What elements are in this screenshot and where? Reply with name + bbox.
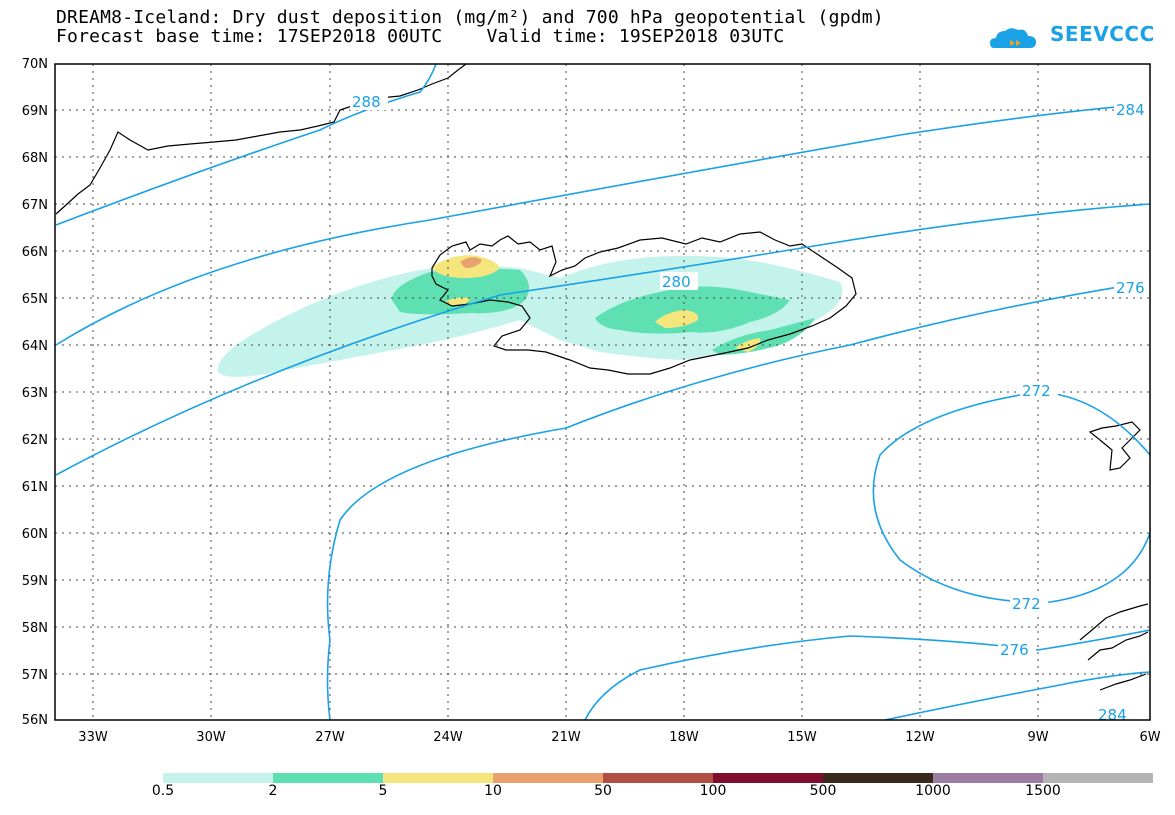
contour-label: 280 (662, 273, 691, 291)
logo-text: SEEVCCC (1050, 22, 1155, 46)
lat-label: 68N (22, 151, 48, 166)
lat-label: 58N (22, 621, 48, 636)
colorbar-label: 1500 (1025, 783, 1061, 799)
lat-label: 69N (22, 104, 48, 119)
lon-label: 6W (1139, 730, 1160, 745)
coastlines (55, 63, 1149, 691)
lat-label: 56N (22, 713, 48, 728)
map-subtitle: Forecast base time: 17SEP2018 00UTC Vali… (56, 26, 785, 47)
lon-label: 21W (551, 730, 581, 745)
map-title: DREAM8-Iceland: Dry dust deposition (mg/… (56, 7, 884, 28)
contour-label: 272 (1012, 595, 1041, 613)
contour-labels: 288 284 280 276 272 272 276 284 (350, 92, 1152, 724)
lat-label: 62N (22, 433, 48, 448)
dust-south-medium (712, 318, 815, 355)
lon-label: 24W (433, 730, 463, 745)
contour-276-west (326, 427, 567, 721)
dust-west-high (445, 297, 470, 306)
iceland-coastline (431, 231, 857, 375)
lat-label: 67N (22, 198, 48, 213)
scotland-coastline (1079, 603, 1149, 691)
contour-label: 276 (1000, 641, 1029, 659)
colorbar-segment (933, 773, 1043, 783)
lon-label: 27W (315, 730, 345, 745)
colorbar-label: 10 (484, 783, 502, 799)
colorbar-segment (713, 773, 823, 783)
lon-label: 33W (78, 730, 108, 745)
contour-288 (55, 63, 437, 226)
lat-label: 60N (22, 527, 48, 542)
contour-label: 284 (1098, 706, 1127, 724)
colorbar-label: 5 (378, 783, 388, 799)
geopotential-contours (55, 63, 1151, 721)
longitude-labels: 33W 30W 27W 24W 21W 18W 15W 12W 9W 6W (78, 730, 1160, 745)
colorbar-label: 50 (594, 783, 612, 799)
contour-272 (872, 391, 1151, 603)
colorbar (163, 773, 1153, 783)
dust-plume-medium (392, 268, 529, 315)
contour-label: 288 (352, 93, 381, 111)
seevccc-cloud-logo-icon (990, 28, 1036, 48)
dust-nw-peak (460, 257, 482, 268)
contour-284-north (55, 103, 1151, 346)
graticule (55, 64, 1150, 720)
lat-label: 65N (22, 292, 48, 307)
latitude-labels: 70N 69N 68N 67N 66N 65N 64N 63N 62N 61N … (22, 57, 48, 728)
colorbar-label: 2 (268, 783, 278, 799)
lon-label: 9W (1027, 730, 1048, 745)
contour-276-north (565, 281, 1151, 429)
colorbar-label: 100 (699, 783, 727, 799)
colorbar-segment (823, 773, 933, 783)
contour-label: 272 (1022, 382, 1051, 400)
lat-label: 66N (22, 245, 48, 260)
faroe-coastline (1088, 421, 1141, 471)
lon-label: 12W (905, 730, 935, 745)
colorbar-segment (383, 773, 493, 783)
colorbar-segment (493, 773, 603, 783)
contour-label: 276 (1116, 279, 1145, 297)
contour-label: 284 (1116, 101, 1145, 119)
lat-label: 64N (22, 339, 48, 354)
contour-284-south (884, 671, 1151, 721)
lat-label: 59N (22, 574, 48, 589)
lon-label: 30W (196, 730, 226, 745)
colorbar-label: 500 (809, 783, 837, 799)
dust-central-high (655, 310, 699, 328)
lat-label: 70N (22, 57, 48, 72)
lat-label: 63N (22, 386, 48, 401)
colorbar-segment (1043, 773, 1153, 783)
lat-label: 57N (22, 668, 48, 683)
lon-label: 18W (669, 730, 699, 745)
colorbar-label: 1000 (915, 783, 951, 799)
colorbar-segment (163, 773, 273, 783)
lon-label: 15W (787, 730, 817, 745)
contour-280 (55, 203, 1151, 476)
contour-276-south (584, 629, 1151, 721)
colorbar-segment (273, 773, 383, 783)
lat-label: 61N (22, 480, 48, 495)
greenland-coastline (55, 63, 467, 215)
colorbar-label: 0.5 (151, 783, 175, 799)
dust-south-high (735, 338, 761, 352)
map-frame (54, 63, 1151, 721)
colorbar-segment (603, 773, 713, 783)
